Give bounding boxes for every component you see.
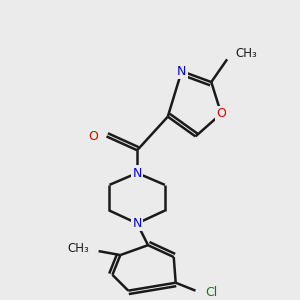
Text: N: N (133, 167, 142, 179)
Text: N: N (177, 65, 186, 78)
Text: CH₃: CH₃ (235, 47, 257, 60)
Text: N: N (133, 217, 142, 230)
Text: O: O (89, 130, 99, 143)
Text: CH₃: CH₃ (67, 242, 89, 255)
Text: O: O (216, 107, 226, 120)
Text: Cl: Cl (206, 286, 218, 299)
